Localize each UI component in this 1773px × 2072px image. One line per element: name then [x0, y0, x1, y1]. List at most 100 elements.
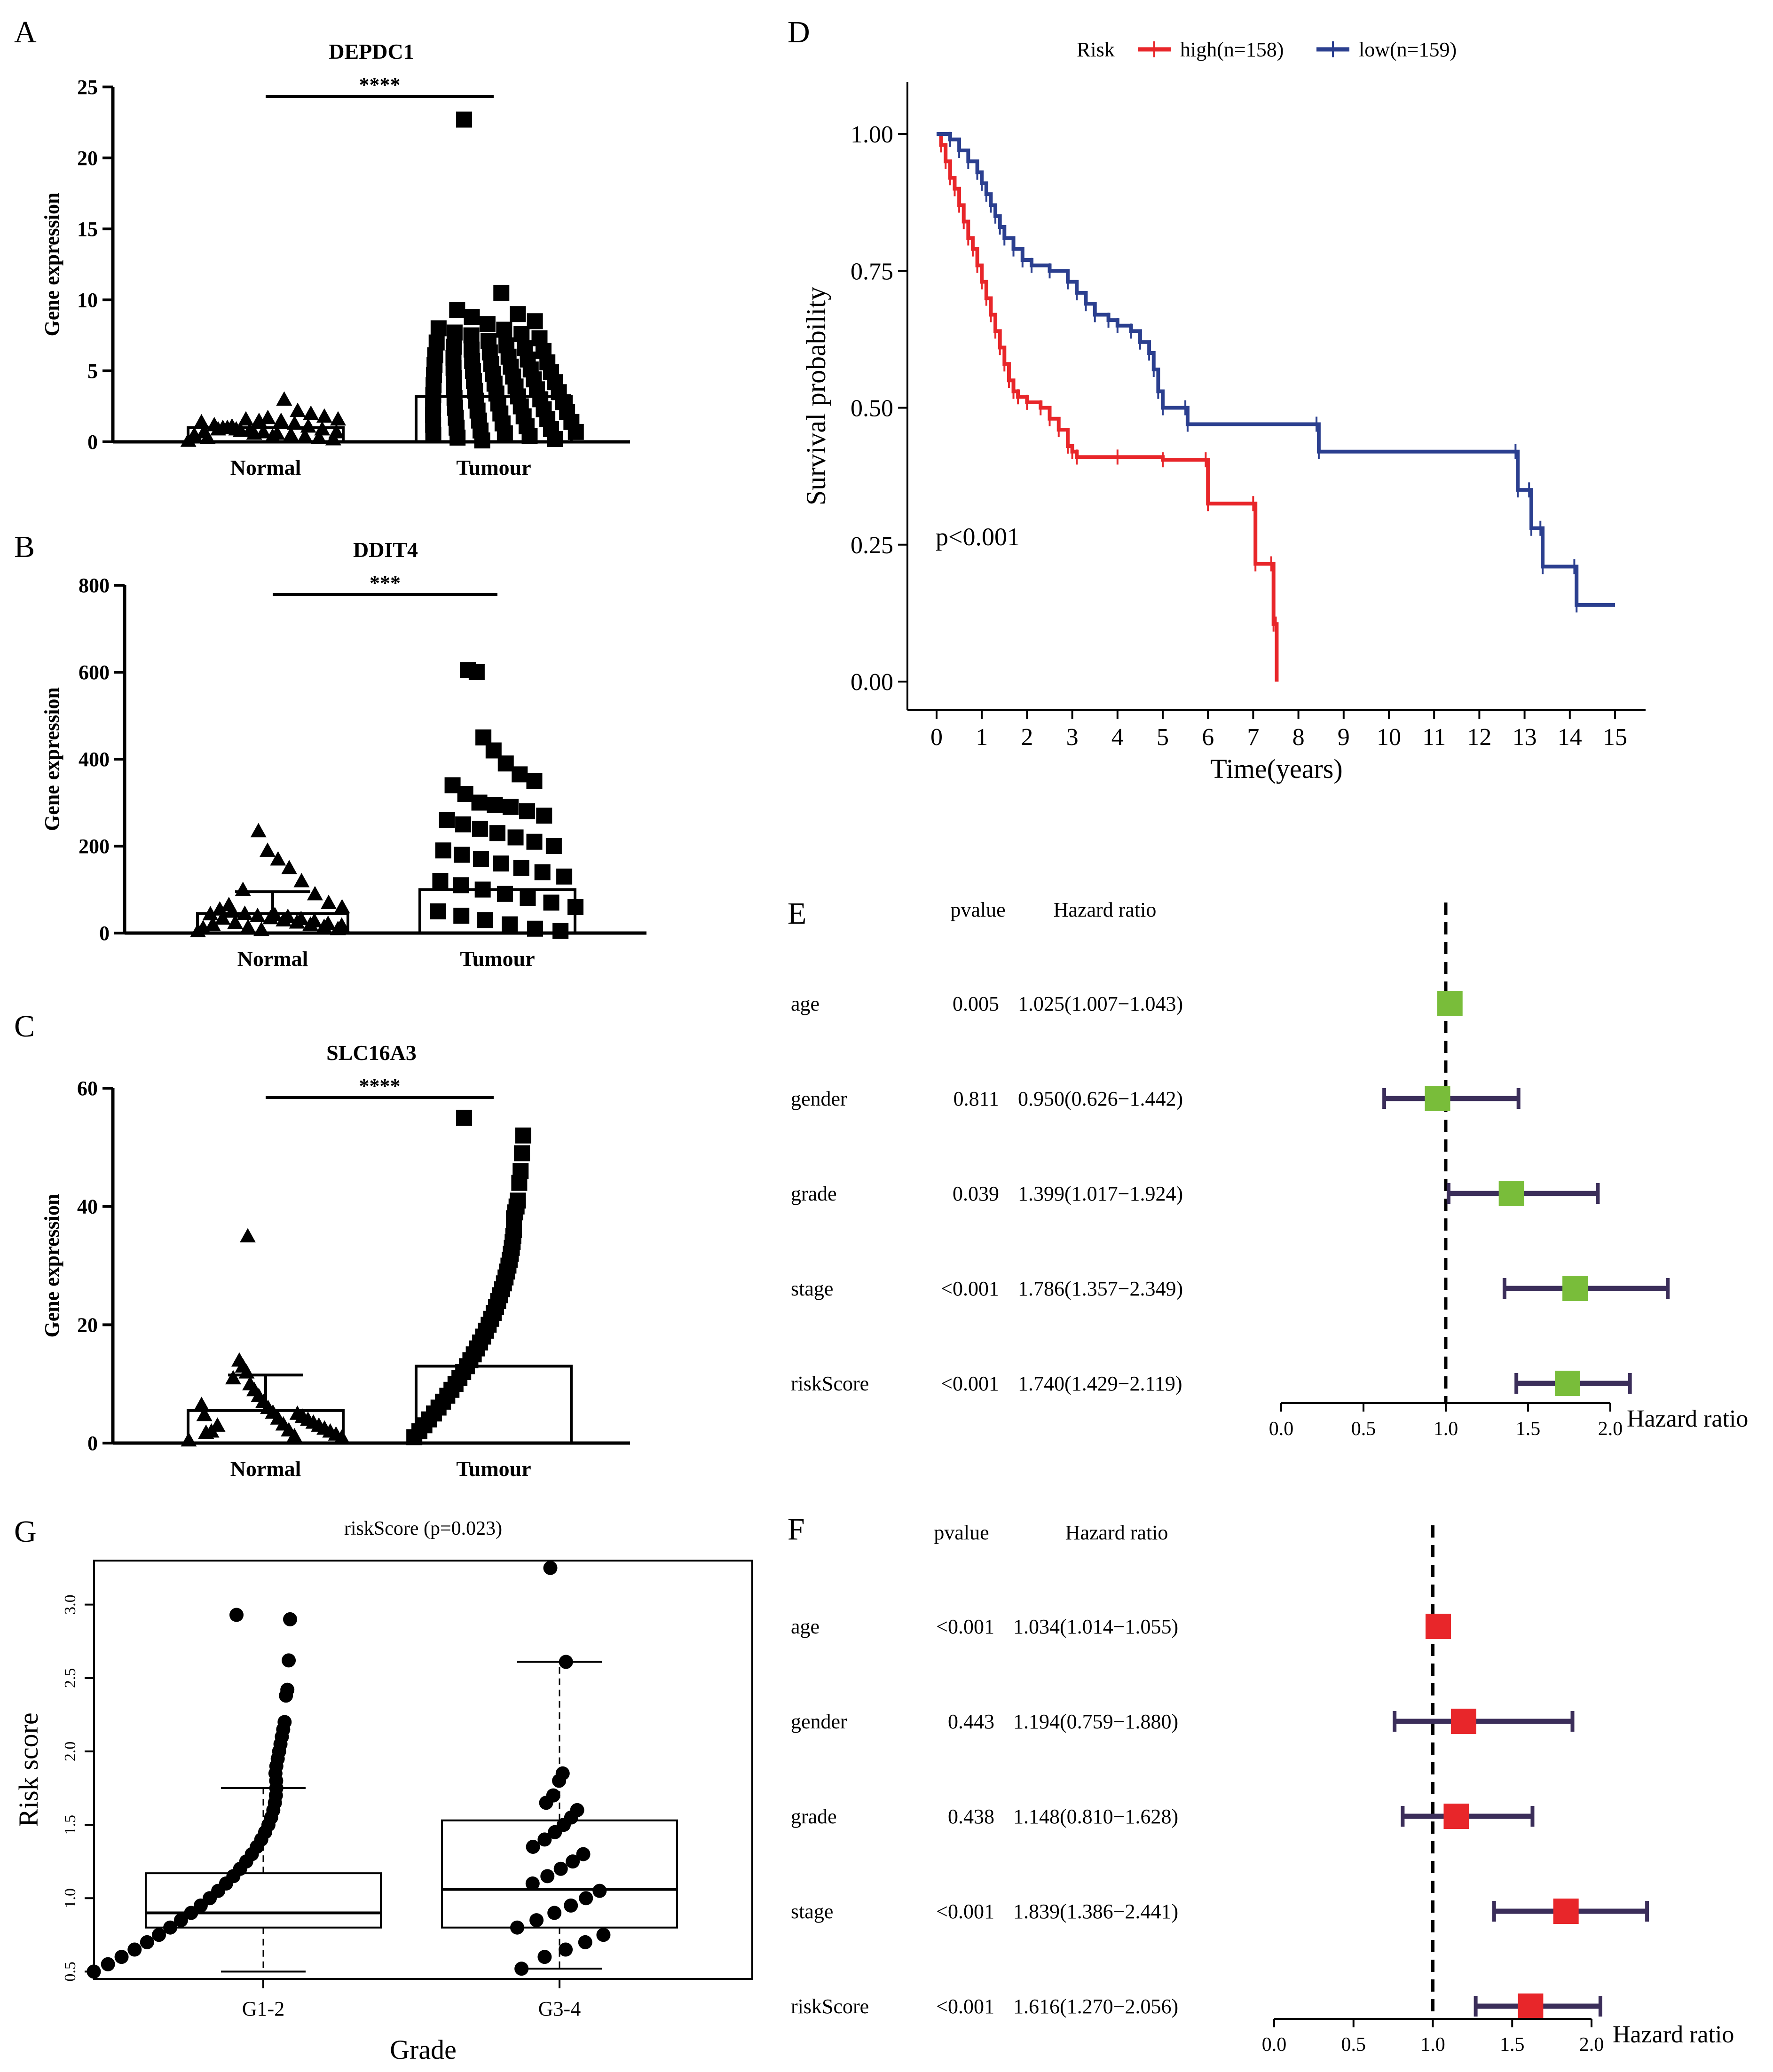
data-point — [529, 1913, 544, 1928]
y-tick-label: 0.5 — [62, 1962, 79, 1982]
row-pvalue: 0.005 — [953, 992, 999, 1015]
data-point — [152, 1928, 166, 1942]
hazard-ratio-marker — [1562, 1276, 1588, 1301]
data-point — [140, 1935, 154, 1949]
data-point — [101, 1957, 115, 1971]
x-tick-label: G1-2 — [242, 1997, 284, 2020]
x-tick-label: 0.0 — [1262, 2034, 1287, 2056]
data-point-triangle — [281, 860, 298, 874]
panel-letter-f: F — [788, 1512, 805, 1546]
data-point-square — [534, 864, 551, 880]
iqr-box — [145, 1872, 382, 1929]
panel-letter-e: E — [788, 896, 806, 931]
data-point — [540, 1869, 555, 1884]
data-point-triangle — [205, 916, 221, 931]
data-point — [193, 1898, 208, 1913]
data-point-square — [507, 829, 524, 846]
data-point-square — [453, 877, 469, 894]
data-point-triangle — [221, 896, 237, 911]
x-tick-label: 1.5 — [1500, 2034, 1525, 2056]
x-tick-label: 4 — [1111, 724, 1124, 751]
x-tick-label: Normal — [230, 455, 301, 479]
data-point-square — [406, 1429, 423, 1445]
data-point — [552, 1774, 567, 1788]
data-point-square — [496, 322, 512, 338]
data-point-square — [493, 855, 509, 871]
header-hazard-ratio: Hazard ratio — [1054, 898, 1157, 921]
data-point-triangle — [253, 921, 270, 936]
significance-label: **** — [359, 1075, 401, 1098]
data-point — [543, 1561, 558, 1575]
x-tick-label: Tumour — [456, 1457, 531, 1481]
data-point-triangle — [293, 873, 310, 887]
data-point — [514, 1962, 529, 1976]
mean-bar — [415, 1365, 573, 1445]
panel-letter-b: B — [14, 530, 35, 564]
data-point — [578, 1935, 592, 1949]
data-point-triangle — [196, 424, 212, 439]
data-point-square — [456, 1109, 472, 1126]
data-point-triangle — [239, 1228, 256, 1243]
data-point-triangle — [306, 913, 323, 927]
data-point-triangle — [297, 428, 313, 443]
data-point-square — [473, 851, 489, 867]
row-hazard-ratio-text: 1.786(1.357−2.349) — [1018, 1277, 1183, 1300]
data-point-triangle — [328, 424, 345, 439]
y-tick-label: 10 — [77, 289, 98, 312]
x-tick-label: 0.5 — [1341, 2034, 1366, 2056]
data-point — [173, 1913, 188, 1928]
data-point-triangle — [290, 402, 306, 417]
x-tick-label: 3 — [1066, 724, 1079, 751]
data-point-square — [502, 916, 518, 933]
row-pvalue: 0.811 — [953, 1087, 999, 1110]
data-point-triangle — [267, 907, 283, 921]
hazard-ratio-marker — [1425, 1614, 1451, 1639]
row-pvalue: 0.039 — [953, 1182, 999, 1205]
y-tick-label: 2.0 — [62, 1742, 79, 1762]
data-point-square — [567, 424, 584, 440]
data-point — [539, 1796, 553, 1810]
data-point — [279, 1688, 293, 1703]
data-point-square — [512, 766, 528, 783]
x-tick-label: Tumour — [456, 455, 531, 479]
data-point-square — [449, 429, 466, 446]
y-tick-label: 800 — [79, 574, 110, 597]
data-point-square — [511, 1175, 528, 1191]
panel-letter-g: G — [14, 1515, 37, 1549]
data-point-triangle — [235, 881, 251, 896]
data-point — [566, 1854, 580, 1869]
data-point-triangle — [264, 428, 281, 443]
data-point-triangle — [320, 915, 336, 930]
data-point-square — [496, 425, 513, 441]
x-tick-label: 2 — [1021, 724, 1033, 751]
data-point — [579, 1891, 593, 1906]
hazard-ratio-marker — [1553, 1899, 1579, 1924]
data-point-square — [471, 794, 488, 811]
panel-b-dot-plot: DDIT4 0 200 400 600 800 Gene expression Normal T… — [40, 538, 646, 971]
data-point-square — [503, 799, 519, 815]
x-axis-label: Time(years) — [1210, 753, 1342, 784]
data-point-triangle — [314, 421, 331, 436]
data-point-square — [545, 838, 562, 854]
data-point-square — [474, 432, 490, 448]
panel-a-dot-plot: DEPDC1 0 5 10 15 20 25 Gene expression Normal Tum… — [40, 39, 630, 479]
data-point — [184, 1906, 198, 1920]
row-label: stage — [791, 1900, 833, 1923]
data-point-triangle — [280, 908, 296, 923]
x-tick-label: 10 — [1377, 724, 1401, 751]
data-point-triangle — [300, 418, 316, 433]
y-tick-label: 5 — [87, 360, 98, 383]
header-hazard-ratio: Hazard ratio — [1065, 1521, 1168, 1544]
data-point-square — [464, 309, 480, 325]
data-point-square — [526, 773, 543, 789]
panel-c-dot-plot: SLC16A3 0 20 40 60 Gene expression Normal Tumou… — [40, 1041, 630, 1481]
data-point-triangle — [225, 1370, 241, 1385]
panel-letter-c: C — [14, 1009, 35, 1044]
data-point-triangle — [232, 422, 249, 437]
y-tick-label: 1.0 — [62, 1888, 79, 1908]
data-point-square — [439, 812, 455, 828]
row-label: stage — [791, 1277, 833, 1300]
y-tick-label: 15 — [77, 218, 98, 241]
data-point-square — [519, 803, 535, 819]
